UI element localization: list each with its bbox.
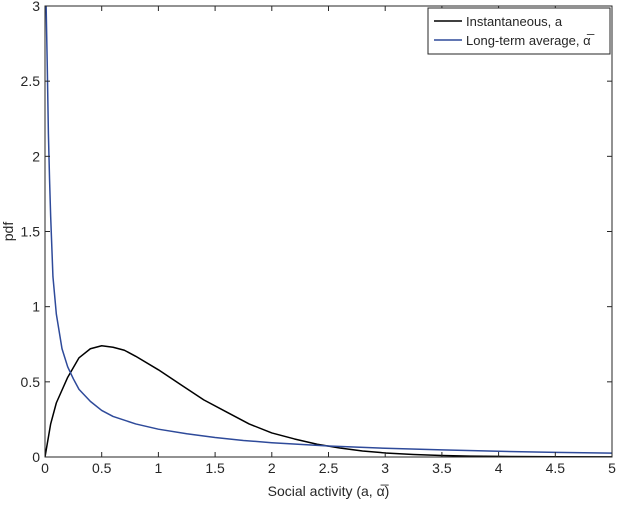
series-line-2 <box>45 6 612 454</box>
series-line-1 <box>45 345 612 457</box>
x-tick-label: 4 <box>495 460 503 476</box>
x-tick-label: 0.5 <box>92 460 112 476</box>
x-tick-label: 3.5 <box>432 460 452 476</box>
x-tick-label: 4.5 <box>546 460 566 476</box>
legend-box <box>427 7 611 55</box>
axes: 0 0.5 1 1.5 2 2.5 3 3.5 4 4.5 5 0 0.5 1 1.5 2 2.5 3 <box>21 0 617 476</box>
legend: Instantaneous, a Long-term average, α̅ <box>427 7 611 55</box>
x-tick-label: 2.5 <box>319 460 339 476</box>
y-tick-label: 0 <box>32 449 40 465</box>
legend-label-2: Long-term average, α̅ <box>466 33 595 48</box>
x-tick-label: 0 <box>41 460 49 476</box>
x-tick-label: 3 <box>381 460 389 476</box>
y-tick-label: 2 <box>32 148 40 164</box>
y-tick-label: 0.5 <box>21 374 41 390</box>
x-axis-label: Social activity (a, α̅) <box>268 483 390 499</box>
x-tick-label: 1.5 <box>205 460 225 476</box>
y-tick-label: 3 <box>32 0 40 14</box>
y-tick-label: 1 <box>32 299 40 315</box>
y-tick-label: 1.5 <box>21 224 41 240</box>
plot-area <box>45 6 612 457</box>
x-tick-label: 1 <box>155 460 163 476</box>
x-tick-label: 5 <box>608 460 616 476</box>
legend-label-1: Instantaneous, a <box>466 14 563 29</box>
axes-frame <box>44 5 613 458</box>
y-tick-label: 2.5 <box>21 73 41 89</box>
y-axis-label: pdf <box>0 222 16 242</box>
x-tick-label: 2 <box>268 460 276 476</box>
